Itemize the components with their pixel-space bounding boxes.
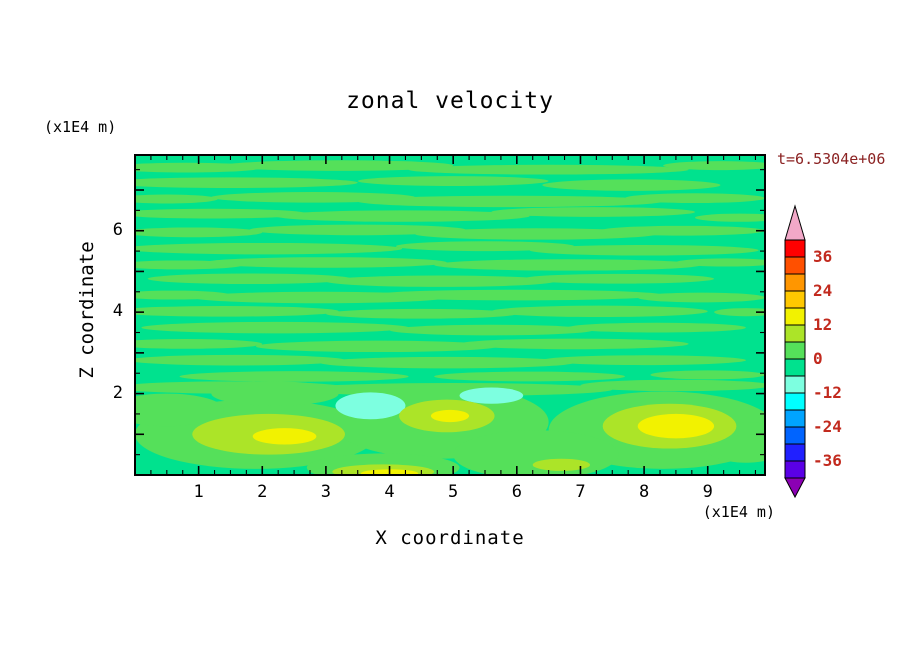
contour-feature	[714, 308, 765, 317]
contour-feature	[357, 176, 549, 186]
contour-feature	[389, 324, 594, 336]
colorbar-segment	[784, 290, 806, 309]
contour-feature	[408, 164, 689, 175]
colorbar-tick-label: -36	[813, 451, 842, 470]
contour-feature	[325, 275, 555, 287]
timestamp-label: t=6.5304e+06	[777, 150, 886, 168]
x-tick-label: 6	[511, 482, 522, 502]
x-axis-title: X coordinate	[375, 527, 525, 549]
colorbar-segment	[784, 443, 806, 462]
colorbar-tick-label: -24	[813, 417, 842, 436]
contour-feature	[325, 308, 517, 319]
contour-feature	[252, 428, 317, 445]
colorbar-segment	[784, 358, 806, 377]
colorbar-segment	[784, 239, 806, 258]
contour-field	[135, 155, 765, 475]
contour-feature	[637, 413, 715, 439]
contour-feature	[434, 371, 625, 382]
contour-feature	[179, 371, 409, 382]
z-axis-unit: (x1E4 m)	[44, 118, 117, 136]
contour-feature	[625, 193, 765, 204]
contour-feature	[224, 160, 454, 171]
x-axis-unit: (x1E4 m)	[702, 503, 775, 521]
contour-feature	[491, 305, 708, 318]
contour-feature	[141, 321, 409, 334]
contour-feature	[135, 227, 263, 238]
colorbar-segment	[784, 256, 806, 275]
colorbar-tick-label: 24	[813, 281, 833, 300]
colorbar-tick-label: 0	[813, 349, 823, 368]
contour-feature	[459, 338, 689, 350]
contour-feature	[135, 177, 358, 188]
contour-feature	[147, 273, 352, 285]
contour-feature	[395, 241, 575, 252]
contour-feature	[415, 228, 657, 240]
colorbar-segment	[784, 426, 806, 445]
x-tick-label: 5	[448, 482, 459, 502]
contour-feature	[695, 213, 765, 222]
contour-feature	[434, 259, 702, 271]
contour-feature	[599, 225, 765, 236]
colorbar-segment	[784, 273, 806, 292]
x-tick-label: 1	[193, 482, 204, 502]
contour-feature	[275, 210, 530, 222]
plot-title: zonal velocity	[346, 88, 554, 114]
contour-feature	[637, 292, 765, 303]
colorbar-under-arrow	[784, 477, 806, 499]
contour-feature	[255, 340, 498, 353]
contour-feature	[529, 244, 759, 256]
x-tick-label: 4	[384, 482, 395, 502]
colorbar-segment	[784, 341, 806, 360]
colorbar-segment	[784, 375, 806, 394]
contour-feature	[135, 354, 345, 366]
colorbar-segment	[784, 460, 806, 479]
contour-feature	[135, 339, 263, 349]
contour-feature	[523, 273, 715, 284]
contour-feature	[650, 370, 765, 380]
contour-feature	[135, 393, 225, 427]
contour-feature	[357, 195, 664, 208]
colorbar-over-arrow	[784, 204, 806, 241]
contour-feature	[249, 224, 466, 236]
contour-feature	[580, 379, 765, 392]
colorbar-tick-label: -12	[813, 383, 842, 402]
x-tick-label: 3	[320, 482, 332, 502]
contour-feature	[663, 161, 765, 171]
contour-feature	[211, 381, 339, 406]
contour-feature	[135, 306, 339, 317]
contour-feature	[135, 208, 307, 219]
colorbar-tick-label: 36	[813, 247, 833, 266]
contour-feature	[675, 258, 765, 267]
contour-feature	[135, 242, 403, 255]
z-tick-label: 6	[112, 219, 123, 240]
colorbar-segment	[784, 307, 806, 326]
contour-feature	[491, 207, 695, 217]
contour-feature	[542, 179, 721, 191]
contour-feature	[532, 458, 590, 471]
contour-feature	[453, 430, 619, 475]
colorbar-tick-label: 12	[813, 315, 833, 334]
colorbar-segment	[784, 324, 806, 343]
contour-feature	[542, 355, 746, 366]
contour-feature	[459, 387, 524, 404]
contour-feature	[370, 289, 664, 301]
x-tick-label: 7	[575, 482, 586, 502]
contour-feature	[567, 322, 746, 333]
z-tick-label: 4	[112, 301, 123, 322]
x-tick-label: 2	[257, 482, 268, 502]
contour-feature	[205, 257, 447, 268]
contour-feature	[135, 194, 218, 204]
plot-border	[134, 154, 766, 476]
x-tick-label: 8	[638, 482, 650, 502]
contour-feature	[430, 409, 470, 423]
z-tick-label: 2	[112, 382, 123, 403]
colorbar-segment	[784, 392, 806, 411]
contour-feature	[319, 356, 575, 369]
colorbar-segment	[784, 409, 806, 428]
x-tick-label: 9	[702, 482, 713, 502]
contour-feature	[335, 392, 406, 420]
